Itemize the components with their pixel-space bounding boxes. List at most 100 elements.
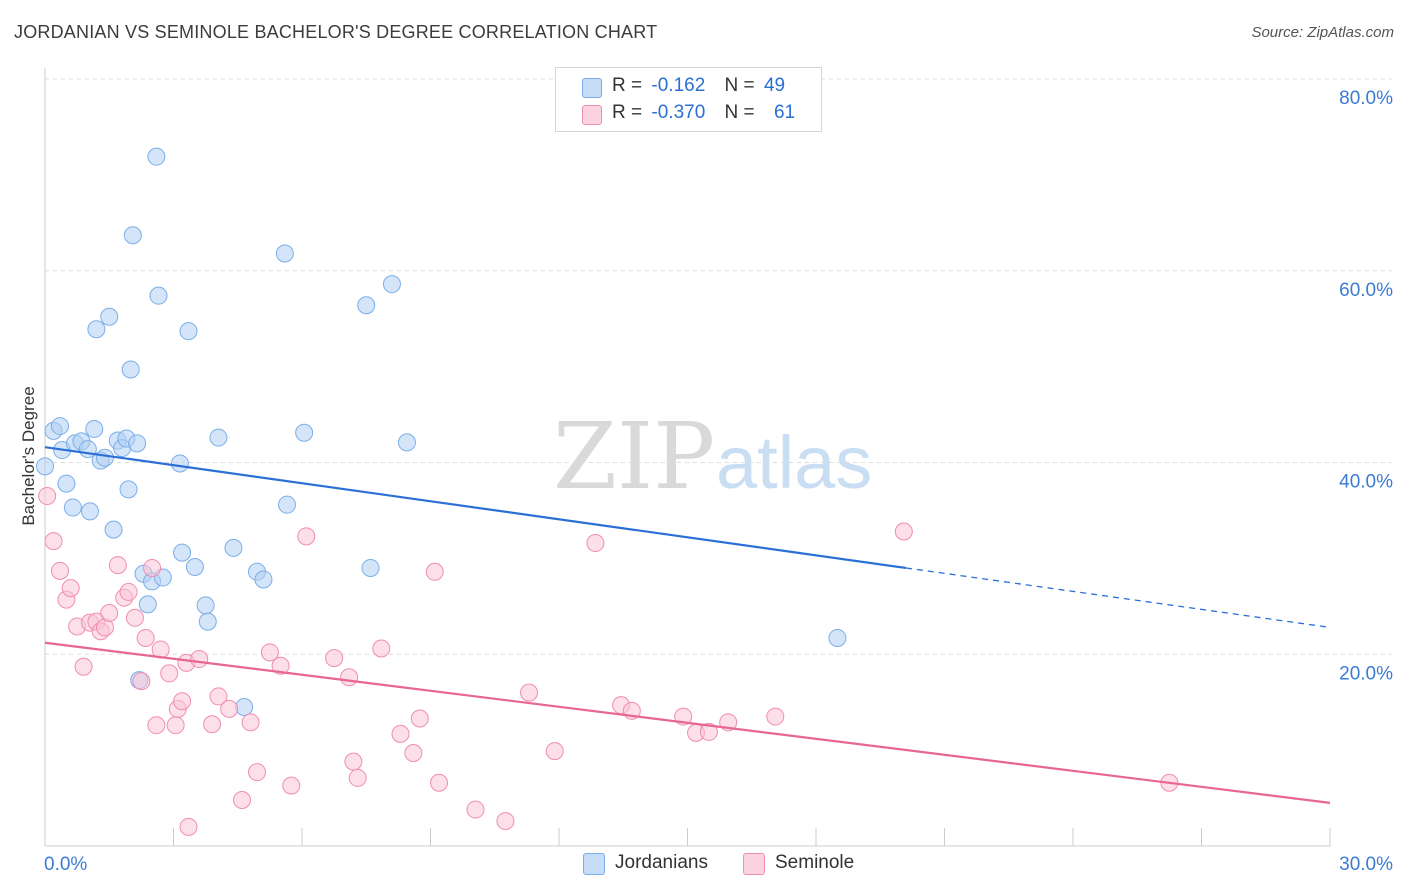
legend-n-value: 61 xyxy=(773,102,796,123)
point-jordanians xyxy=(179,322,198,341)
point-jordanians xyxy=(170,454,189,473)
watermark-atlas: atlas xyxy=(716,421,872,504)
point-jordanians xyxy=(100,307,119,326)
point-seminole xyxy=(260,643,279,662)
point-jordanians xyxy=(63,498,82,517)
point-seminole xyxy=(44,532,63,551)
point-seminole xyxy=(143,558,162,577)
point-seminole xyxy=(209,687,228,706)
tick-labels: 80.0% 60.0% 40.0% 20.0% 0.0% 30.0% xyxy=(44,88,1393,875)
y-tick-label: 80.0% xyxy=(1339,88,1393,109)
point-jordanians xyxy=(828,628,847,647)
y-tick-label: 40.0% xyxy=(1339,472,1393,493)
point-jordanians xyxy=(95,448,114,467)
chart-title: JORDANIAN VS SEMINOLE BACHELOR'S DEGREE … xyxy=(14,22,658,42)
x-tick-label: 0.0% xyxy=(44,854,87,875)
point-jordanians xyxy=(80,502,99,521)
point-seminole xyxy=(545,742,564,761)
point-jordanians xyxy=(397,433,416,452)
point-jordanians xyxy=(85,419,104,438)
point-jordanians xyxy=(209,428,228,447)
legend-r-label: R = xyxy=(612,102,643,123)
point-jordanians xyxy=(275,244,294,263)
point-jordanians xyxy=(123,226,142,245)
point-seminole xyxy=(241,713,260,732)
point-seminole xyxy=(699,722,718,741)
point-jordanians xyxy=(278,495,297,514)
point-jordanians xyxy=(357,296,376,315)
point-seminole xyxy=(282,776,301,795)
correlation-legend: R = -0.162 N = 49 R = -0.370 N = 61 xyxy=(555,67,822,132)
point-seminole xyxy=(38,487,57,506)
point-seminole xyxy=(410,709,429,728)
legend-n-label: N = xyxy=(724,102,755,123)
legend-label: Jordanians xyxy=(615,852,708,873)
point-seminole xyxy=(173,692,192,711)
point-seminole xyxy=(119,582,138,601)
legend-swatch-pink xyxy=(582,105,602,125)
point-seminole xyxy=(271,656,290,675)
legend-r-label: R = xyxy=(612,75,643,96)
point-seminole xyxy=(404,744,423,763)
y-axis-label: Bachelor's Degree xyxy=(19,386,38,525)
point-jordanians xyxy=(121,360,140,379)
point-seminole xyxy=(74,657,93,676)
point-seminole xyxy=(100,604,119,623)
point-seminole xyxy=(147,716,166,735)
point-seminole xyxy=(297,527,316,546)
point-seminole xyxy=(425,562,444,581)
watermark-zip: ZIP xyxy=(553,403,715,510)
point-seminole xyxy=(372,639,391,658)
watermark: ZIP atlas xyxy=(553,403,872,510)
legend-n-label: N = xyxy=(724,75,755,96)
point-seminole xyxy=(108,556,127,575)
point-jordanians xyxy=(104,520,123,539)
point-jordanians xyxy=(295,423,314,442)
legend-swatch-blue xyxy=(583,853,605,875)
legend-label: Seminole xyxy=(775,852,855,873)
point-jordanians xyxy=(254,570,273,589)
point-jordanians xyxy=(50,417,69,436)
point-seminole xyxy=(430,773,449,792)
point-jordanians xyxy=(382,275,401,294)
point-jordanians xyxy=(147,147,166,166)
trend-lines xyxy=(44,446,1331,804)
axes xyxy=(44,68,1331,847)
point-seminole xyxy=(325,649,344,668)
point-jordanians xyxy=(87,320,106,339)
point-seminole xyxy=(136,628,155,647)
point-seminole xyxy=(586,534,605,553)
point-seminole xyxy=(496,812,515,831)
series-seminole-points xyxy=(38,487,1179,836)
legend-swatch-blue xyxy=(582,78,602,98)
point-jordanians xyxy=(57,474,76,493)
point-jordanians xyxy=(119,480,138,499)
point-seminole xyxy=(344,752,363,771)
point-seminole xyxy=(248,763,267,782)
point-jordanians xyxy=(185,558,204,577)
point-seminole xyxy=(203,715,222,734)
point-jordanians xyxy=(196,596,215,615)
point-seminole xyxy=(233,790,252,809)
point-jordanians xyxy=(138,595,157,614)
point-seminole xyxy=(340,668,359,687)
point-jordanians xyxy=(235,697,254,716)
trend-line-jordanians xyxy=(44,446,907,570)
legend-text: R = -0.162 N = 49 xyxy=(612,75,785,97)
point-seminole xyxy=(466,800,485,819)
point-seminole xyxy=(50,561,69,580)
point-seminole xyxy=(61,579,80,598)
x-tick-label: 30.0% xyxy=(1339,854,1393,875)
point-seminole xyxy=(220,699,239,718)
point-jordanians xyxy=(36,457,54,476)
grid-lines xyxy=(45,78,1392,655)
point-jordanians xyxy=(173,543,192,562)
point-seminole xyxy=(125,608,144,627)
legend-swatch-pink xyxy=(743,853,765,875)
point-seminole xyxy=(166,716,185,735)
point-jordanians xyxy=(224,538,243,557)
legend-n-value: 49 xyxy=(763,75,786,96)
point-seminole xyxy=(160,664,179,683)
legend-r-value: -0.162 xyxy=(651,75,706,96)
